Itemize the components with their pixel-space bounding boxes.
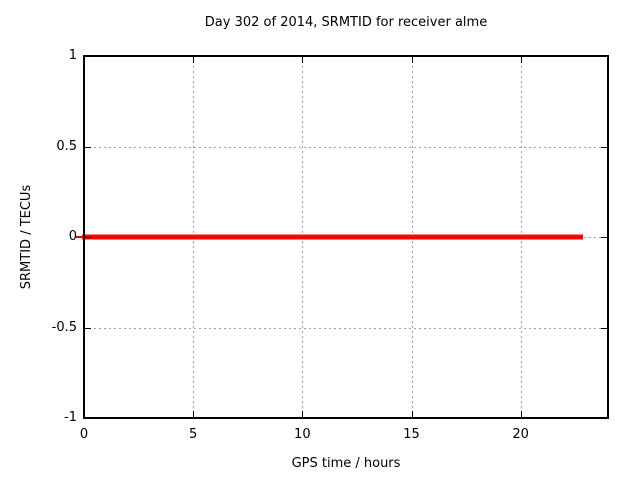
plot-border	[83, 55, 609, 419]
y-tick-label: -1	[64, 410, 77, 425]
y-tick-label: 0	[68, 229, 77, 244]
chart-title: Day 302 of 2014, SRMTID for receiver alm…	[204, 15, 488, 30]
x-tick-label: 5	[189, 427, 198, 442]
x-tick-label: 0	[79, 427, 89, 442]
x-tick-label: 20	[512, 427, 529, 442]
x-axis-label: GPS time / hours	[291, 456, 401, 471]
x-tick-label: 10	[294, 427, 311, 442]
y-tick-label: -0.5	[51, 319, 77, 335]
y-tick-label: 1	[68, 48, 77, 63]
x-tick-label: 15	[403, 427, 420, 442]
y-tick-label: 0.5	[56, 138, 77, 154]
